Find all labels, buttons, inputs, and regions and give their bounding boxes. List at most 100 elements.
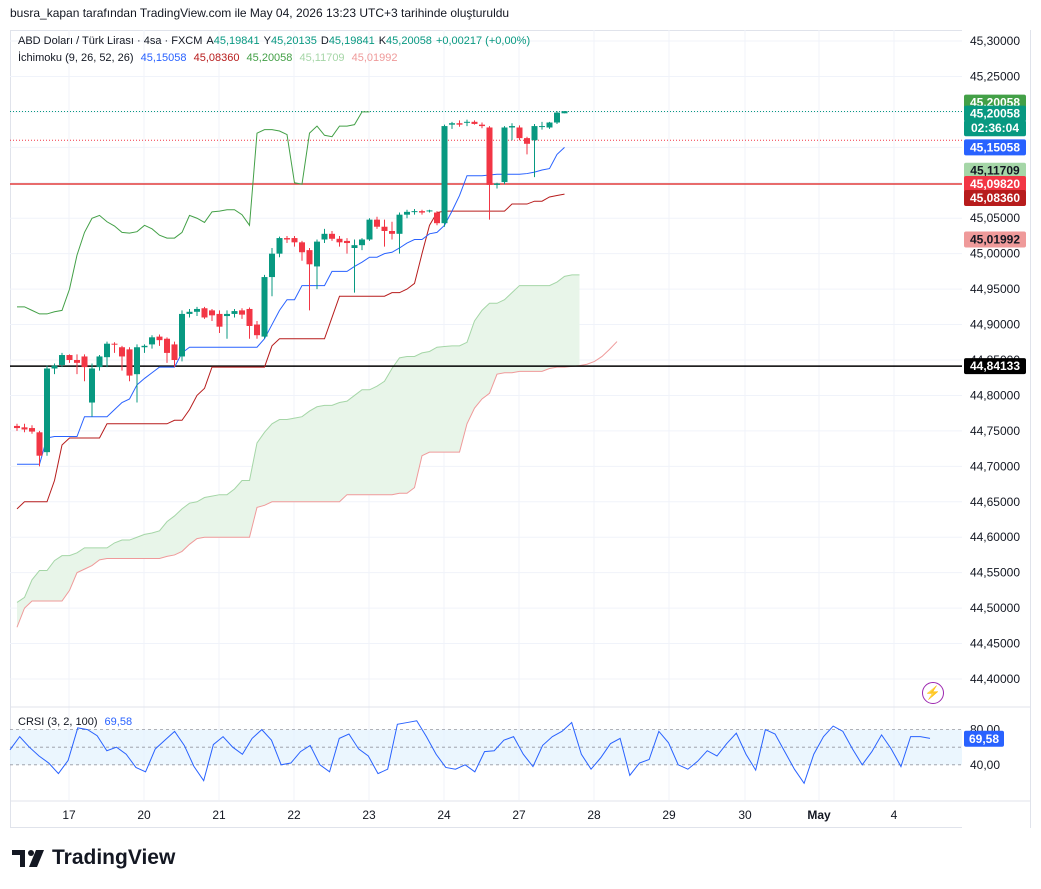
candle-body [164, 338, 170, 353]
ichimoku-cloud [17, 274, 580, 628]
candle-body [21, 427, 28, 430]
chikou-span-line [17, 111, 370, 315]
candle-body [261, 277, 268, 337]
price-tag [964, 190, 1026, 207]
candle-body [231, 311, 238, 314]
candle-body [471, 121, 478, 124]
candle-body [396, 214, 403, 234]
time-axis-label: 27 [512, 808, 526, 822]
price-tag [964, 176, 1026, 193]
crsi-value-tag-label: 69,58 [969, 732, 999, 746]
candle-body [44, 368, 50, 453]
candle-body [216, 313, 223, 327]
candle-body [119, 347, 125, 357]
crsi-legend[interactable]: CRSI (3, 2, 100) 69,58 [18, 716, 136, 728]
candle-body [29, 428, 35, 432]
price-axis-tick: 45,30000 [970, 34, 1020, 48]
tradingview-logo[interactable]: TradingView [12, 846, 175, 870]
candle-body [36, 432, 43, 456]
candle-body [314, 241, 320, 267]
time-axis-label: 24 [437, 808, 451, 822]
price-tag [964, 105, 1026, 122]
price-tag-label: 45,15058 [970, 140, 1020, 154]
time-axis-label: 29 [662, 808, 676, 822]
chart-credit: busra_kapan tarafından TradingView.com i… [10, 6, 510, 20]
candle-body [486, 127, 493, 185]
lightning-icon[interactable]: ⚡ [922, 682, 944, 704]
ohlc-low: D45,19841 [320, 35, 375, 47]
candle-body [59, 355, 65, 365]
price-axis-tick: 44,55000 [970, 566, 1020, 580]
candle-body [321, 233, 328, 240]
kijun-sen-line [16, 193, 565, 510]
candle-body [404, 211, 410, 215]
candle-body [201, 308, 208, 318]
crsi-line [9, 720, 931, 785]
ichimoku-name: İchimoku (9, 26, 52, 26) [18, 52, 134, 64]
time-axis-label: 22 [287, 808, 301, 822]
candle-body [426, 210, 433, 212]
candle-body [299, 242, 305, 253]
crsi-name: CRSI (3, 2, 100) [18, 716, 98, 728]
time-axis-label: 20 [137, 808, 151, 822]
price-tag-label: 02:36:04 [971, 121, 1019, 135]
candle-body [336, 238, 343, 243]
ichimoku-value-chikou: 45,20058 [246, 52, 293, 64]
tenkan-sen-line [17, 146, 565, 465]
candle-body [479, 124, 485, 127]
candle-body [434, 212, 440, 224]
price-tag [964, 231, 1026, 248]
price-tag [964, 162, 1026, 179]
price-axis-tick: 45,00000 [970, 247, 1020, 261]
ichimoku-legend[interactable]: İchimoku (9, 26, 52, 26) 45,15058 45,083… [18, 52, 402, 64]
price-tag-label: 45,08360 [970, 191, 1020, 205]
candle-body [456, 123, 463, 125]
candle-body [419, 211, 425, 213]
price-axis-tick: 44,60000 [970, 530, 1020, 544]
candle-body [359, 239, 365, 246]
candle-body [276, 238, 283, 254]
price-axis-tick: 45,25000 [970, 69, 1020, 83]
price-tag [964, 139, 1026, 156]
price-axis-tick: 44,50000 [970, 601, 1020, 615]
time-axis-label: May [807, 808, 831, 822]
candle-body [186, 311, 193, 314]
candle-body [149, 337, 155, 345]
candle-body [366, 219, 373, 240]
time-axis-label: 30 [738, 808, 752, 822]
price-axis-tick: 45,05000 [970, 211, 1020, 225]
price-tag-label: 45,11709 [970, 164, 1020, 178]
ichimoku-value-span-a: 45,11709 [299, 52, 345, 64]
candle-body [351, 245, 358, 248]
candle-body [171, 344, 178, 360]
senkou-span-b-line [16, 341, 618, 628]
candle-body [494, 183, 500, 185]
candle-body [329, 233, 335, 239]
candle-body [89, 368, 95, 403]
candle-body [554, 112, 560, 123]
price-tag-label: 44,84133 [970, 359, 1020, 373]
candle-body [284, 238, 290, 240]
time-axis-label: 17 [62, 808, 76, 822]
candle-body [104, 343, 110, 358]
candle-body [531, 126, 538, 141]
symbol-legend[interactable]: ABD Doları / Türk Lirası · 4sa · FXCM A45… [18, 35, 534, 47]
price-axis-tick: 44,65000 [970, 495, 1020, 509]
ohlc-close: K45,20058 [378, 35, 432, 47]
price-axis-tick: 44,70000 [970, 459, 1020, 473]
price-axis-tick: 44,80000 [970, 388, 1020, 402]
price-axis-tick: 44,40000 [970, 672, 1020, 686]
tradingview-logo-text: TradingView [52, 846, 176, 869]
candle-body [411, 211, 418, 213]
candle-body [194, 308, 200, 312]
candle-body [66, 355, 73, 360]
senkou-span-a-line [16, 274, 580, 603]
time-axis-label: 21 [212, 808, 226, 822]
crsi-value: 69,58 [104, 716, 133, 728]
candle-body [246, 308, 253, 326]
candle-body [561, 111, 568, 114]
candle-body [546, 122, 553, 128]
price-tag-label: 45,09820 [970, 177, 1020, 191]
crsi-value-tag [964, 730, 1004, 747]
